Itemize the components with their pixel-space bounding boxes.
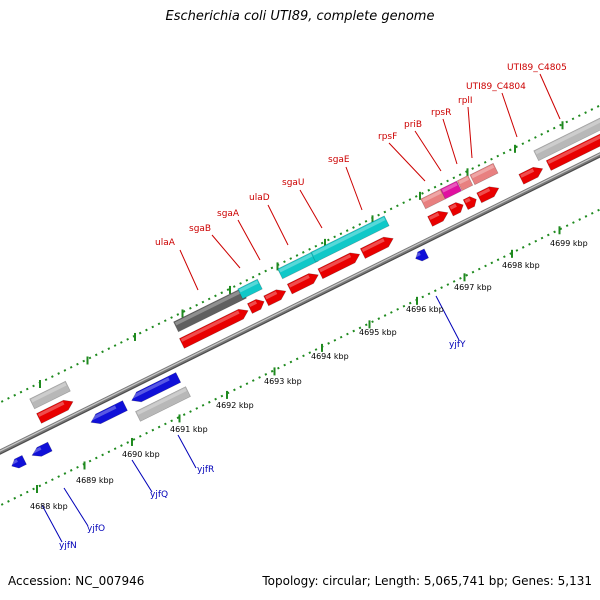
gene-label: UTI89_C4805: [507, 63, 567, 73]
label-leaders: [41, 73, 561, 543]
gene-feature: [518, 166, 544, 185]
kbp-label: 4692 kbp: [216, 401, 254, 410]
gene-label: rpsF: [378, 132, 397, 142]
gene-feature: [310, 215, 390, 263]
gene-feature: [420, 188, 446, 210]
leader-line: [388, 142, 426, 182]
leader-line: [501, 92, 518, 138]
gene-feature: [317, 252, 361, 280]
map-title: Escherichia coli UTI89, complete genome: [165, 9, 435, 24]
leader-line: [179, 249, 199, 291]
gene-feature: [277, 250, 319, 280]
gene-feature: [29, 380, 71, 410]
gene-label: yjfR: [197, 465, 214, 475]
gene-feature: [89, 400, 128, 425]
gene-label: yjfQ: [150, 490, 168, 500]
gene-label: rpsR: [431, 108, 451, 118]
gene-feature: [545, 132, 600, 171]
leader-line: [539, 73, 561, 120]
kbp-label: 4694 kbp: [311, 352, 349, 361]
gene-feature: [414, 248, 429, 262]
kbp-label: 4690 kbp: [122, 450, 160, 459]
gene-label: rplI: [458, 96, 473, 106]
gene-feature: [10, 455, 27, 469]
leader-line: [467, 106, 473, 159]
gene-label: sgaU: [282, 178, 305, 188]
gene-label: yjfN: [59, 541, 77, 551]
gene-feature: [440, 180, 462, 200]
forward-gene-labels: ulaA sgaB sgaA ulaD sgaU sgaE rpsF priB …: [155, 63, 567, 248]
kbp-label: 4698 kbp: [502, 261, 540, 270]
gene-feature: [286, 273, 319, 295]
gene-label: sgaA: [217, 209, 240, 219]
leader-line: [267, 204, 289, 246]
gene-feature: [263, 289, 287, 307]
gene-label: sgaB: [189, 224, 211, 234]
gene-label: ulaD: [249, 193, 270, 203]
kbp-label: 4696 kbp: [406, 305, 444, 314]
gene-feature: [135, 386, 191, 422]
kbp-label: 4695 kbp: [359, 328, 397, 337]
gene-label: yjfO: [87, 524, 105, 534]
gene-features: [10, 114, 600, 469]
gene-feature: [173, 287, 247, 333]
gene-label: yjfY: [449, 340, 466, 350]
gene-feature: [36, 399, 74, 424]
gene-label: ulaA: [155, 238, 176, 248]
tick-row: [0, 208, 600, 507]
leader-line: [237, 219, 261, 261]
kbp-label: 4691 kbp: [170, 425, 208, 434]
gene-feature: [31, 441, 53, 457]
kbp-label: 4688 kbp: [30, 502, 68, 511]
leader-line: [442, 118, 458, 165]
kbp-label: 4697 kbp: [454, 283, 492, 292]
gene-feature: [130, 372, 182, 403]
reverse-gene-labels: yjfN yjfO yjfQ yjfR yjfY: [59, 340, 466, 551]
leader-line: [414, 130, 442, 172]
topology-text: Topology: circular; Length: 5,065,741 bp…: [262, 574, 592, 588]
gene-feature: [533, 114, 600, 162]
leader-line: [211, 234, 241, 269]
leader-line: [299, 189, 323, 229]
leader-line: [131, 459, 153, 493]
leader-line: [63, 487, 89, 527]
gene-feature: [359, 236, 394, 259]
gene-feature: [462, 196, 477, 210]
gene-label: UTI89_C4804: [466, 82, 526, 92]
kbp-label: 4699 kbp: [550, 239, 588, 248]
leader-line: [435, 295, 460, 341]
genome-backbone: [0, 152, 600, 455]
accession-text: Accession: NC_007946: [8, 574, 145, 588]
gene-feature: [237, 278, 263, 300]
gene-label: sgaE: [328, 155, 350, 165]
kbp-label: 4689 kbp: [76, 476, 114, 485]
gene-feature: [427, 210, 449, 227]
gene-feature: [246, 299, 265, 314]
gene-feature: [469, 162, 499, 186]
leader-line: [177, 434, 197, 469]
gene-feature: [456, 175, 474, 191]
leader-line: [345, 166, 363, 211]
tick-row: [0, 104, 600, 404]
kbp-label: 4693 kbp: [264, 377, 302, 386]
kbp-labels: 4688 kbp 4689 kbp 4690 kbp 4691 kbp 4692…: [30, 239, 588, 511]
leader-line: [41, 504, 63, 543]
gene-feature: [476, 186, 500, 204]
gene-feature: [447, 202, 464, 217]
gene-label: priB: [404, 120, 422, 130]
gene-feature: [178, 308, 249, 349]
tick-tracks: [0, 104, 600, 507]
